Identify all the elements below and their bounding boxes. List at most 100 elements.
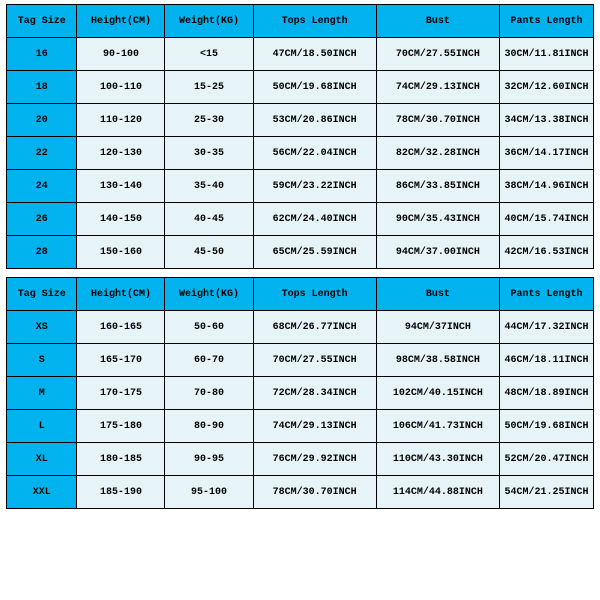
- col-tops-length: Tops Length: [253, 278, 376, 311]
- cell-pants: 30CM/11.81INCH: [500, 38, 594, 71]
- cell-pants: 48CM/18.89INCH: [500, 377, 594, 410]
- cell-pants: 54CM/21.25INCH: [500, 476, 594, 509]
- cell-weight: 15-25: [165, 71, 253, 104]
- table-divider: [6, 269, 594, 277]
- cell-tag: XXL: [7, 476, 77, 509]
- cell-weight: 90-95: [165, 443, 253, 476]
- cell-tops: 62CM/24.40INCH: [253, 203, 376, 236]
- cell-height: 165-170: [77, 344, 165, 377]
- cell-weight: 45-50: [165, 236, 253, 269]
- cell-weight: 70-80: [165, 377, 253, 410]
- cell-pants: 42CM/16.53INCH: [500, 236, 594, 269]
- col-weight: Weight(KG): [165, 5, 253, 38]
- table-row: 22 120-130 30-35 56CM/22.04INCH 82CM/32.…: [7, 137, 594, 170]
- cell-pants: 38CM/14.96INCH: [500, 170, 594, 203]
- cell-tops: 56CM/22.04INCH: [253, 137, 376, 170]
- cell-weight: 30-35: [165, 137, 253, 170]
- col-tops-length: Tops Length: [253, 5, 376, 38]
- table-row: XL 180-185 90-95 76CM/29.92INCH 110CM/43…: [7, 443, 594, 476]
- cell-weight: 95-100: [165, 476, 253, 509]
- cell-weight: 40-45: [165, 203, 253, 236]
- cell-weight: 35-40: [165, 170, 253, 203]
- col-weight: Weight(KG): [165, 278, 253, 311]
- cell-height: 185-190: [77, 476, 165, 509]
- cell-tag: 16: [7, 38, 77, 71]
- cell-bust: 94CM/37INCH: [376, 311, 499, 344]
- cell-tops: 53CM/20.86INCH: [253, 104, 376, 137]
- cell-height: 170-175: [77, 377, 165, 410]
- cell-weight: 50-60: [165, 311, 253, 344]
- cell-tag: M: [7, 377, 77, 410]
- cell-pants: 50CM/19.68INCH: [500, 410, 594, 443]
- cell-pants: 46CM/18.11INCH: [500, 344, 594, 377]
- cell-height: 130-140: [77, 170, 165, 203]
- cell-pants: 32CM/12.60INCH: [500, 71, 594, 104]
- col-height: Height(CM): [77, 5, 165, 38]
- cell-tag: 28: [7, 236, 77, 269]
- cell-tag: 26: [7, 203, 77, 236]
- cell-height: 100-110: [77, 71, 165, 104]
- cell-bust: 102CM/40.15INCH: [376, 377, 499, 410]
- cell-pants: 36CM/14.17INCH: [500, 137, 594, 170]
- col-pants-length: Pants Length: [500, 278, 594, 311]
- cell-tag: XL: [7, 443, 77, 476]
- cell-pants: 40CM/15.74INCH: [500, 203, 594, 236]
- cell-tops: 72CM/28.34INCH: [253, 377, 376, 410]
- table-row: XS 160-165 50-60 68CM/26.77INCH 94CM/37I…: [7, 311, 594, 344]
- cell-bust: 74CM/29.13INCH: [376, 71, 499, 104]
- cell-height: 140-150: [77, 203, 165, 236]
- cell-tag: XS: [7, 311, 77, 344]
- col-tag-size: Tag Size: [7, 5, 77, 38]
- table-row: 28 150-160 45-50 65CM/25.59INCH 94CM/37.…: [7, 236, 594, 269]
- cell-bust: 70CM/27.55INCH: [376, 38, 499, 71]
- table-row: 24 130-140 35-40 59CM/23.22INCH 86CM/33.…: [7, 170, 594, 203]
- size-chart-kids: Tag Size Height(CM) Weight(KG) Tops Leng…: [6, 4, 594, 269]
- cell-bust: 82CM/32.28INCH: [376, 137, 499, 170]
- table-row: XXL 185-190 95-100 78CM/30.70INCH 114CM/…: [7, 476, 594, 509]
- page-root: { "colors": { "header_bg": "#00b3ee", "t…: [0, 0, 600, 513]
- col-tag-size: Tag Size: [7, 278, 77, 311]
- cell-tops: 50CM/19.68INCH: [253, 71, 376, 104]
- cell-tops: 76CM/29.92INCH: [253, 443, 376, 476]
- cell-height: 90-100: [77, 38, 165, 71]
- col-bust: Bust: [376, 278, 499, 311]
- cell-tag: L: [7, 410, 77, 443]
- cell-bust: 106CM/41.73INCH: [376, 410, 499, 443]
- cell-height: 150-160: [77, 236, 165, 269]
- cell-weight: 25-30: [165, 104, 253, 137]
- table-row: M 170-175 70-80 72CM/28.34INCH 102CM/40.…: [7, 377, 594, 410]
- cell-tag: 22: [7, 137, 77, 170]
- table-header: Tag Size Height(CM) Weight(KG) Tops Leng…: [7, 5, 594, 38]
- cell-weight: 60-70: [165, 344, 253, 377]
- cell-height: 175-180: [77, 410, 165, 443]
- cell-tops: 78CM/30.70INCH: [253, 476, 376, 509]
- cell-pants: 52CM/20.47INCH: [500, 443, 594, 476]
- cell-weight: 80-90: [165, 410, 253, 443]
- cell-weight: <15: [165, 38, 253, 71]
- cell-height: 110-120: [77, 104, 165, 137]
- cell-tag: 20: [7, 104, 77, 137]
- cell-height: 120-130: [77, 137, 165, 170]
- cell-pants: 44CM/17.32INCH: [500, 311, 594, 344]
- col-height: Height(CM): [77, 278, 165, 311]
- cell-bust: 94CM/37.00INCH: [376, 236, 499, 269]
- cell-tag: S: [7, 344, 77, 377]
- cell-bust: 86CM/33.85INCH: [376, 170, 499, 203]
- cell-bust: 90CM/35.43INCH: [376, 203, 499, 236]
- cell-tag: 24: [7, 170, 77, 203]
- cell-height: 160-165: [77, 311, 165, 344]
- cell-height: 180-185: [77, 443, 165, 476]
- cell-bust: 78CM/30.70INCH: [376, 104, 499, 137]
- table-row: 16 90-100 <15 47CM/18.50INCH 70CM/27.55I…: [7, 38, 594, 71]
- cell-tops: 65CM/25.59INCH: [253, 236, 376, 269]
- cell-pants: 34CM/13.38INCH: [500, 104, 594, 137]
- cell-tag: 18: [7, 71, 77, 104]
- size-chart-adults: Tag Size Height(CM) Weight(KG) Tops Leng…: [6, 277, 594, 509]
- cell-tops: 68CM/26.77INCH: [253, 311, 376, 344]
- cell-tops: 47CM/18.50INCH: [253, 38, 376, 71]
- col-pants-length: Pants Length: [500, 5, 594, 38]
- col-bust: Bust: [376, 5, 499, 38]
- cell-bust: 114CM/44.88INCH: [376, 476, 499, 509]
- table-row: 26 140-150 40-45 62CM/24.40INCH 90CM/35.…: [7, 203, 594, 236]
- cell-bust: 110CM/43.30INCH: [376, 443, 499, 476]
